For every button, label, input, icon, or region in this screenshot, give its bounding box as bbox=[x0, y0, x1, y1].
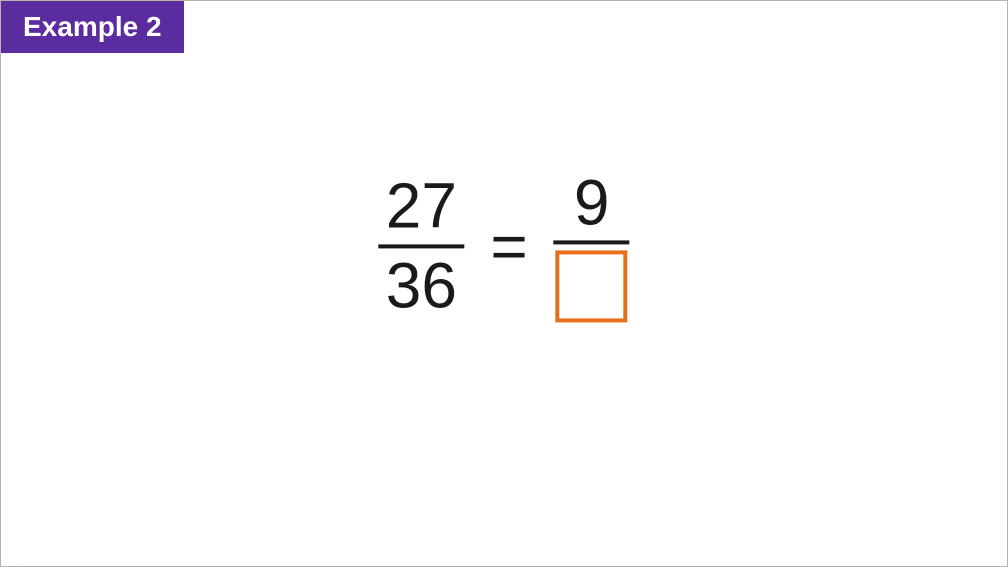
example-badge-label: Example 2 bbox=[23, 11, 162, 42]
equals-sign: = bbox=[490, 209, 527, 283]
content-frame: Example 2 27 36 = 9 bbox=[0, 0, 1008, 567]
left-fraction-bar bbox=[378, 244, 464, 248]
left-fraction: 27 36 bbox=[378, 173, 464, 319]
fraction-equation: 27 36 = 9 bbox=[378, 169, 629, 322]
example-badge: Example 2 bbox=[1, 1, 184, 53]
right-numerator: 9 bbox=[574, 169, 610, 236]
right-denominator bbox=[556, 249, 628, 323]
left-numerator: 27 bbox=[386, 173, 457, 240]
right-fraction-bar bbox=[554, 241, 630, 245]
answer-box[interactable] bbox=[556, 251, 628, 323]
left-denominator: 36 bbox=[386, 252, 457, 319]
right-fraction: 9 bbox=[554, 169, 630, 322]
